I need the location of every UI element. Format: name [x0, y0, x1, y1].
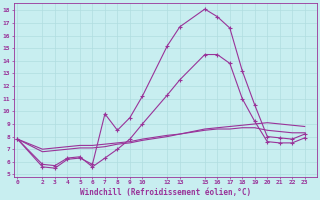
X-axis label: Windchill (Refroidissement éolien,°C): Windchill (Refroidissement éolien,°C) — [80, 188, 251, 197]
